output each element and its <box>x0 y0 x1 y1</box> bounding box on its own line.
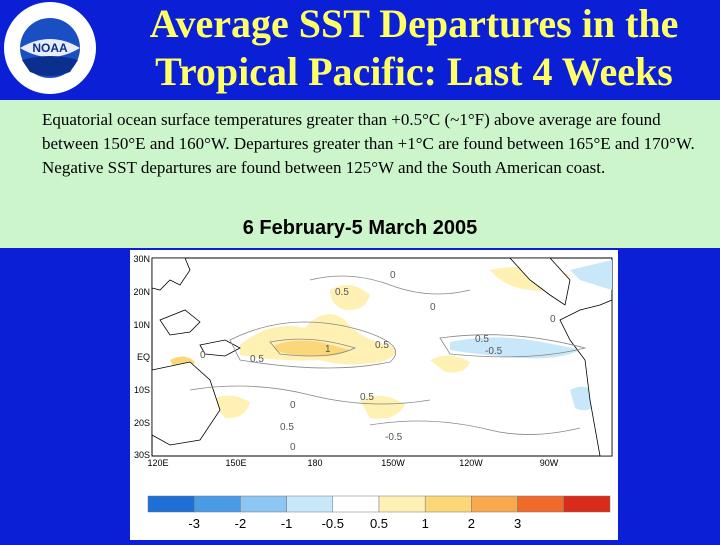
sst-anomaly-map: 0.5 0 0 0.5 1 0.5 -0.5 0.5 0 0 0 0.5 0.5… <box>133 254 613 531</box>
contour-label-group: 0.5 0 0 0.5 1 0.5 -0.5 0.5 0 0 0 0.5 0.5… <box>200 270 556 453</box>
lat-tick-label: 20N <box>133 287 150 297</box>
colorbar-swatch <box>517 495 565 513</box>
colorbar-label: 2 <box>468 516 475 531</box>
lon-tick-label: 120E <box>147 458 168 468</box>
contour-label: 0.5 <box>475 334 489 345</box>
latitude-axis: 30N 20N 10N EQ 10S 20S 30S <box>133 254 150 460</box>
contour-label: 0 <box>200 350 206 361</box>
noaa-logo: NOAA <box>4 2 96 94</box>
colorbar-swatch <box>471 495 518 513</box>
colorbar-swatch <box>563 495 611 513</box>
contour-label: -0.5 <box>485 346 503 357</box>
colorbar-label: -1 <box>281 516 293 531</box>
colorbar-swatch <box>378 495 426 513</box>
colorbar-swatch <box>286 495 334 513</box>
description-text: Equatorial ocean surface temperatures gr… <box>42 110 695 177</box>
contour-label: 0 <box>430 302 436 313</box>
lon-tick-label: 120W <box>459 458 483 468</box>
lon-tick-label: 150W <box>381 458 405 468</box>
lat-tick-label: 20S <box>134 418 150 428</box>
contour-label: 0.5 <box>280 422 294 433</box>
lat-tick-label: 10S <box>134 385 150 395</box>
noaa-logo-text: NOAA <box>32 41 68 55</box>
colorbar-swatch <box>240 495 287 513</box>
lat-tick-label: 30N <box>133 254 150 264</box>
colorbar <box>147 495 611 513</box>
contour-label: 0.5 <box>375 340 389 351</box>
contour-label: 0.5 <box>335 287 349 298</box>
lon-tick-label: 180 <box>307 458 322 468</box>
colorbar-swatch <box>193 495 241 513</box>
lat-tick-label: 30S <box>134 450 150 460</box>
colorbar-label: -3 <box>188 516 200 531</box>
contour-label: -0.5 <box>385 432 403 443</box>
contour-label: 0 <box>390 270 396 281</box>
contour-label: 1 <box>325 344 331 355</box>
colorbar-labels: -3 -2 -1 -0.5 0.5 1 2 3 <box>188 516 521 531</box>
colorbar-swatch <box>147 495 195 513</box>
colorbar-label: -0.5 <box>322 516 344 531</box>
contour-label: 0 <box>290 400 296 411</box>
lat-tick-label: EQ <box>137 352 150 362</box>
colorbar-label: -2 <box>235 516 247 531</box>
description-panel: Equatorial ocean surface temperatures gr… <box>0 100 720 248</box>
lat-tick-label: 10N <box>133 320 150 330</box>
lon-tick-label: 90W <box>540 458 559 468</box>
land-masses <box>151 257 613 457</box>
title-line-2: Tropical Pacific: Last 4 Weeks <box>155 49 673 94</box>
contour-label: 0.5 <box>360 392 374 403</box>
sst-map-panel: 0.5 0 0 0.5 1 0.5 -0.5 0.5 0 0 0 0.5 0.5… <box>130 250 618 540</box>
colorbar-label: 3 <box>514 516 521 531</box>
colorbar-swatch <box>424 495 472 513</box>
contour-label: 0.5 <box>250 354 264 365</box>
page-title: Average SST Departures in the Tropical P… <box>108 0 720 100</box>
lon-tick-label: 150E <box>225 458 246 468</box>
longitude-axis: 120E 150E 180 150W 120W 90W <box>147 458 558 468</box>
date-range: 6 February-5 March 2005 <box>242 217 478 239</box>
colorbar-swatch <box>332 495 380 513</box>
contour-label: 0 <box>290 442 296 453</box>
colorbar-label: 1 <box>422 516 429 531</box>
colorbar-label: 0.5 <box>370 516 388 531</box>
title-line-1: Average SST Departures in the <box>149 1 679 46</box>
contour-label: 0 <box>550 314 556 325</box>
contour-lines <box>189 275 587 435</box>
